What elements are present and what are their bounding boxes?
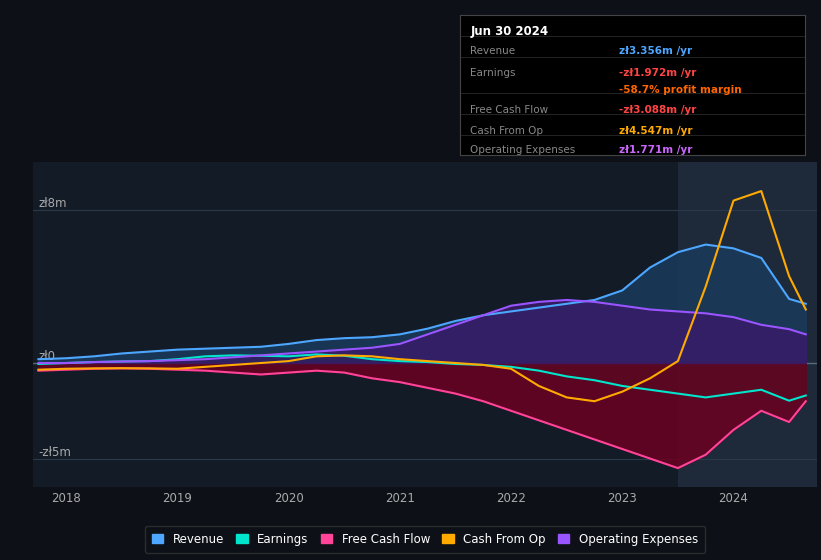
Text: Free Cash Flow: Free Cash Flow bbox=[470, 105, 548, 115]
Text: Cash From Op: Cash From Op bbox=[470, 125, 544, 136]
Text: zł8m: zł8m bbox=[39, 197, 67, 210]
Text: zł0: zł0 bbox=[39, 350, 55, 363]
Bar bbox=[678, 162, 817, 487]
Text: -zł5m: -zł5m bbox=[39, 446, 71, 459]
Text: Jun 30 2024: Jun 30 2024 bbox=[470, 25, 548, 38]
Text: Earnings: Earnings bbox=[470, 68, 516, 78]
Text: Operating Expenses: Operating Expenses bbox=[470, 145, 576, 155]
Text: zł4.547m /yr: zł4.547m /yr bbox=[619, 125, 692, 136]
Text: -58.7% profit margin: -58.7% profit margin bbox=[619, 85, 741, 95]
Text: -zł1.972m /yr: -zł1.972m /yr bbox=[619, 68, 696, 78]
Legend: Revenue, Earnings, Free Cash Flow, Cash From Op, Operating Expenses: Revenue, Earnings, Free Cash Flow, Cash … bbox=[144, 526, 705, 553]
Text: zł1.771m /yr: zł1.771m /yr bbox=[619, 145, 692, 155]
Text: zł3.356m /yr: zł3.356m /yr bbox=[619, 46, 692, 56]
Text: -zł3.088m /yr: -zł3.088m /yr bbox=[619, 105, 696, 115]
Text: Revenue: Revenue bbox=[470, 46, 516, 56]
